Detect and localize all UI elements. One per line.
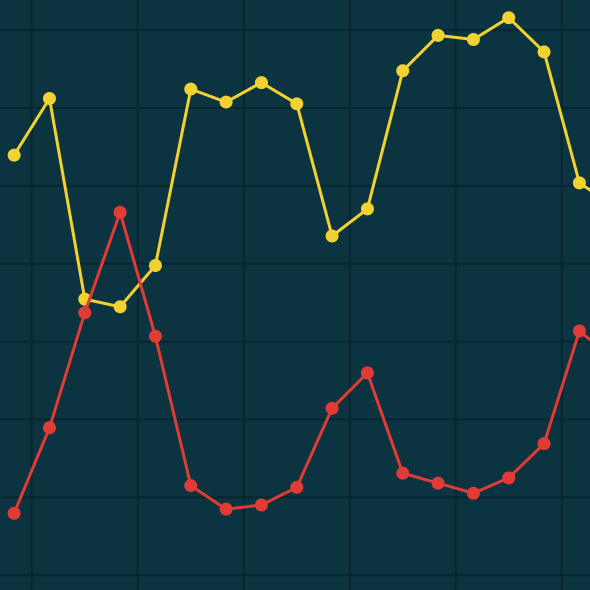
series-layer — [7, 11, 590, 520]
data-point-1-2 — [78, 306, 92, 320]
data-point-1-11 — [396, 466, 410, 480]
series-1 — [7, 205, 590, 520]
data-point-0-10 — [360, 202, 374, 216]
data-point-0-1 — [42, 92, 56, 106]
data-point-0-12 — [431, 28, 445, 42]
data-point-0-7 — [254, 76, 268, 90]
data-point-0-0 — [7, 148, 21, 162]
data-point-0-5 — [184, 82, 198, 96]
data-point-1-9 — [325, 401, 339, 415]
data-point-0-15 — [537, 45, 551, 59]
data-point-1-16 — [572, 324, 586, 338]
data-point-0-11 — [396, 64, 410, 78]
data-point-0-8 — [290, 97, 304, 111]
data-point-0-4 — [148, 259, 162, 272]
data-point-1-10 — [360, 366, 374, 380]
data-point-1-12 — [431, 476, 445, 490]
data-point-0-16 — [572, 176, 586, 190]
series-line-1 — [12, 210, 590, 514]
data-point-0-3 — [113, 300, 127, 314]
data-point-1-4 — [148, 329, 162, 343]
data-point-1-1 — [42, 421, 56, 435]
data-point-1-14 — [502, 471, 516, 485]
data-point-0-14 — [502, 11, 516, 25]
data-point-1-5 — [184, 479, 198, 493]
data-point-0-13 — [466, 33, 480, 47]
data-point-1-8 — [290, 480, 304, 494]
data-point-1-7 — [254, 498, 268, 512]
data-point-1-0 — [7, 506, 21, 520]
data-point-1-3 — [113, 205, 127, 219]
data-point-0-6 — [219, 95, 233, 109]
data-point-1-15 — [537, 437, 551, 451]
data-point-1-6 — [219, 502, 233, 516]
data-point-1-13 — [466, 486, 480, 500]
data-point-0-9 — [325, 229, 339, 243]
